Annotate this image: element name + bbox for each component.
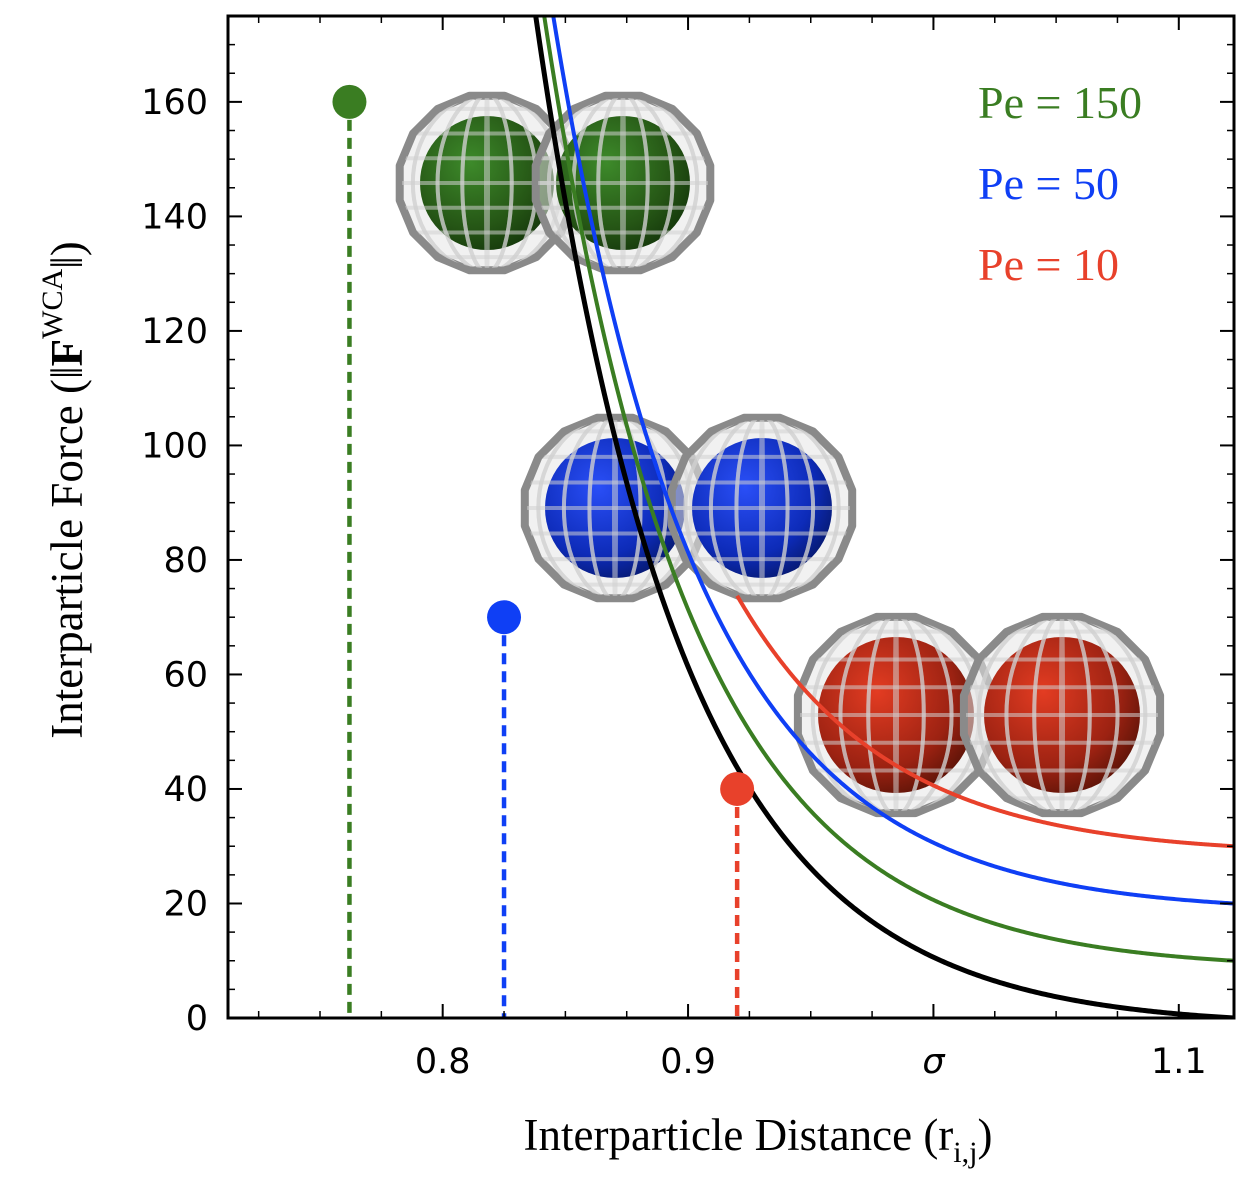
legend: Pe = 150 Pe = 50 Pe = 10 bbox=[978, 77, 1142, 290]
plot-lines bbox=[332, 16, 1234, 1018]
x-axis-title: Interparticle Distance (ri,j) bbox=[524, 1110, 993, 1169]
red-particle-left bbox=[793, 612, 999, 818]
mesh-b2 bbox=[674, 420, 850, 596]
y-tick-label-4: 80 bbox=[163, 541, 208, 581]
series-peak-point-0 bbox=[332, 84, 367, 119]
series-line-1 bbox=[551, 16, 1234, 906]
legend-entry-0: Pe = 150 bbox=[978, 77, 1142, 128]
series-line-2 bbox=[735, 594, 1234, 849]
y-tick-label-7: 140 bbox=[141, 197, 208, 237]
y-tick-label-5: 100 bbox=[141, 426, 208, 466]
y-tick-label-3: 60 bbox=[163, 655, 208, 695]
x-tick-label-2: σ bbox=[922, 1042, 946, 1082]
axes: 0.8 0.9 σ 1.1 0 20 40 60 80 100 120 140 160 bbox=[141, 14, 1236, 1082]
x-tick-label-3: 1.1 bbox=[1151, 1042, 1207, 1082]
series-peak-point-2 bbox=[720, 771, 755, 806]
x-tick-label-0: 0.8 bbox=[415, 1042, 471, 1082]
legend-entry-1: Pe = 50 bbox=[978, 158, 1119, 209]
mesh-r2 bbox=[966, 619, 1158, 811]
y-tick-label-8: 160 bbox=[141, 83, 208, 123]
plot-frame bbox=[226, 14, 1236, 1020]
red-particle-right bbox=[959, 612, 1165, 818]
y-tick-label-2: 40 bbox=[163, 770, 208, 810]
blue-particle-right bbox=[667, 413, 857, 603]
series-line-0 bbox=[542, 16, 1234, 963]
y-tick-label-1: 20 bbox=[163, 884, 208, 924]
x-tick-label-1: 0.9 bbox=[660, 1042, 716, 1082]
y-tick-label-0: 0 bbox=[186, 999, 208, 1039]
legend-entry-2: Pe = 10 bbox=[978, 239, 1119, 290]
series-peak-point-1 bbox=[487, 600, 522, 635]
y-tick-label-6: 120 bbox=[141, 312, 208, 352]
wca-curve bbox=[533, 16, 1234, 1018]
y-axis-title: Interparticle Force (‖FWCA‖) bbox=[36, 241, 92, 739]
